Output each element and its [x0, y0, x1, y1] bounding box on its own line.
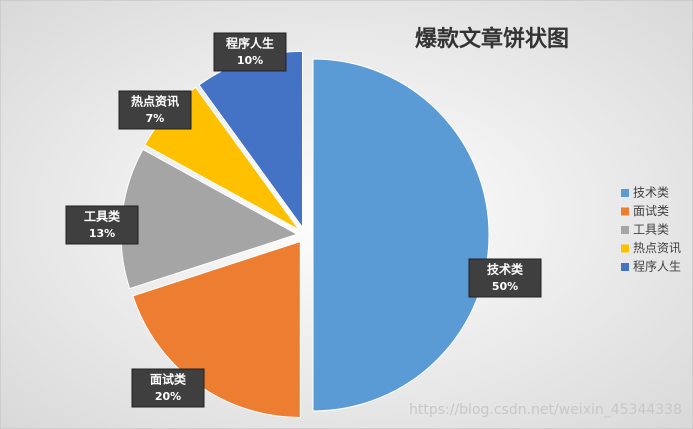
data-label-box	[118, 90, 192, 130]
legend-label: 程序人生	[633, 259, 681, 274]
legend-label: 热点资讯	[633, 241, 681, 255]
chart-title: 爆款文章饼状图	[415, 26, 569, 52]
data-label-name: 技术类	[487, 262, 524, 277]
data-label-value: 20%	[155, 390, 181, 403]
legend-swatch	[621, 263, 629, 271]
watermark: https://blog.csdn.net/weixin_45344338	[409, 402, 682, 418]
pie-slice	[312, 58, 490, 412]
legend-swatch	[621, 244, 629, 253]
legend-label: 工具类	[633, 223, 669, 237]
data-label-box	[131, 368, 205, 408]
data-labels: 技术类 50% 面试类 20% 工具类 13% 热点资讯 7% 程序人生 10%	[65, 32, 542, 408]
data-label-name: 热点资讯	[131, 94, 179, 109]
legend-swatch	[621, 189, 629, 197]
data-label-box	[65, 205, 139, 245]
legend-label: 技术类	[633, 186, 669, 200]
data-label-value: 13%	[89, 227, 115, 240]
pie	[120, 50, 490, 418]
data-label-name: 工具类	[84, 209, 121, 224]
legend-label: 面试类	[633, 203, 669, 218]
legend-swatch	[621, 226, 629, 234]
data-label-box	[468, 258, 542, 298]
data-label-value: 10%	[237, 54, 263, 67]
data-label-value: 50%	[492, 280, 518, 293]
data-label-name: 程序人生	[226, 36, 274, 51]
data-label-box	[213, 32, 287, 72]
legend-swatch	[621, 207, 629, 216]
data-label-value: 7%	[146, 112, 165, 125]
data-label-name: 面试类	[150, 372, 187, 387]
